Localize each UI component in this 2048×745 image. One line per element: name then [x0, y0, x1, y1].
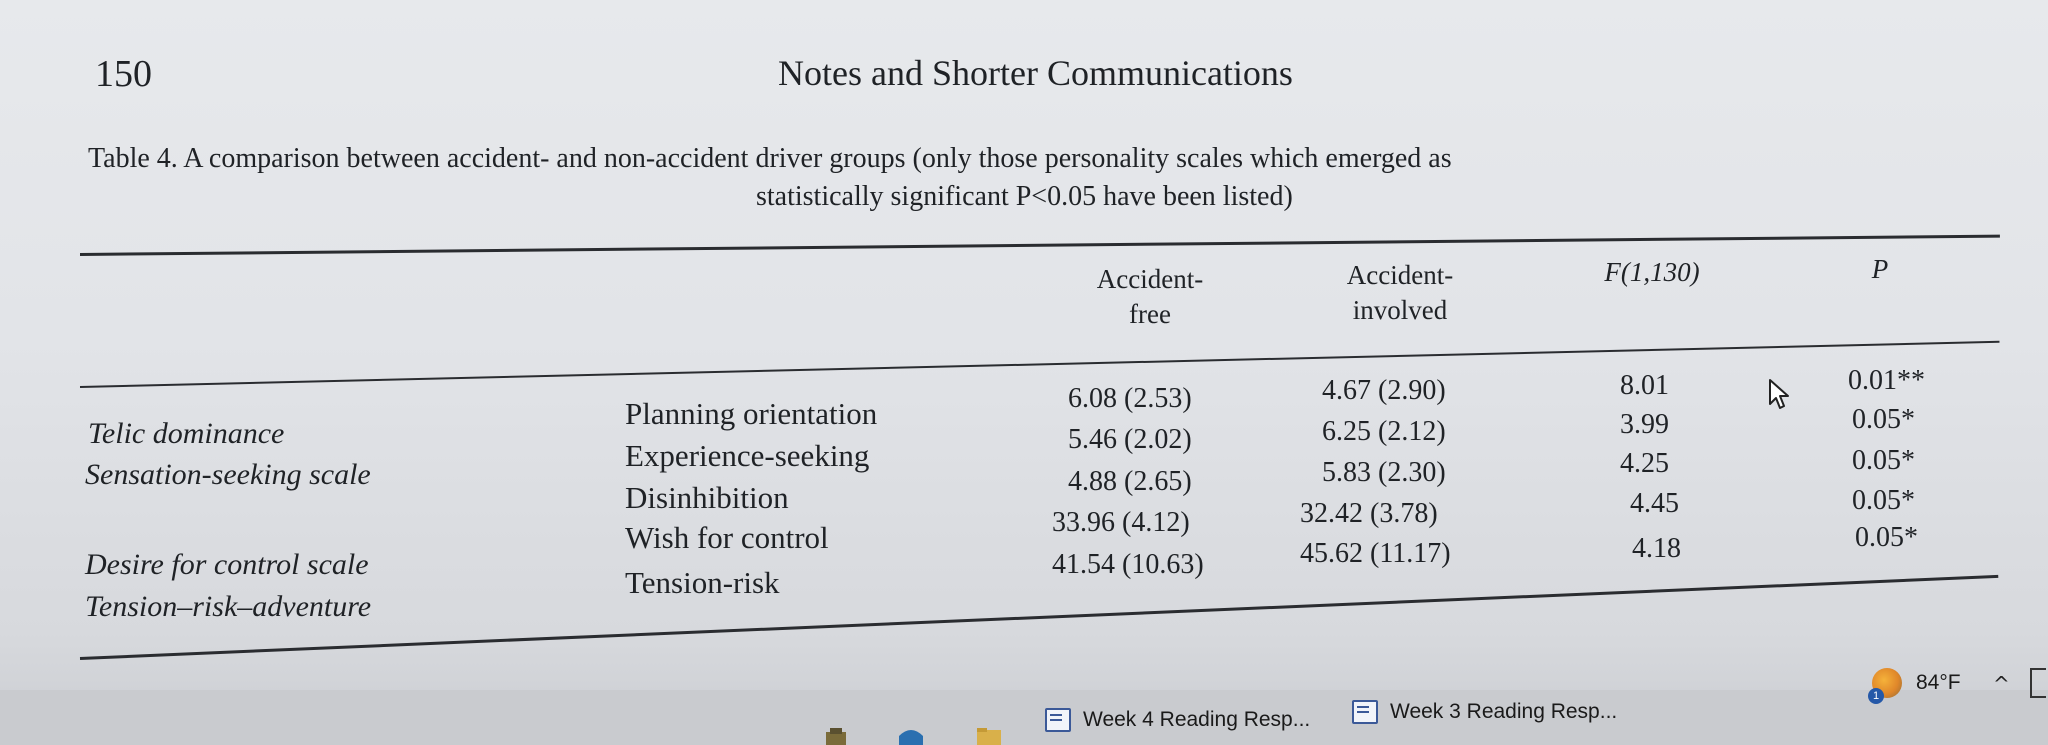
- table-top-rule: [79, 234, 2000, 256]
- header-accident-free-line1: Accident-: [1096, 264, 1204, 294]
- header-accident-involved-line2: involved: [1352, 295, 1448, 326]
- cell-f-statistic: 4.25: [1620, 448, 1669, 479]
- header-f-statistic: F(1,130): [1604, 257, 1700, 287]
- app-icon[interactable]: [897, 726, 925, 745]
- cell-p-value: 0.05*: [1852, 404, 1915, 435]
- caption-line-1: Table 4. A comparison between accident- …: [88, 143, 1452, 174]
- page-number: 150: [95, 53, 152, 95]
- header-accident-involved: Accident- involved: [1310, 258, 1490, 328]
- cell-p-value: 0.05*: [1852, 485, 1915, 516]
- header-accident-free: Accident- free: [1060, 262, 1240, 332]
- scale-name: Telic dominance: [88, 417, 285, 450]
- taskbar-item-week3[interactable]: Week 3 Reading Resp...: [1352, 692, 1617, 732]
- word-document-icon: [1352, 700, 1378, 724]
- cell-accident-involved: 5.83 (2.30): [1322, 457, 1446, 488]
- table-caption: Table 4. A comparison between accident- …: [88, 140, 1998, 216]
- scale-name: Tension–risk–adventure: [85, 590, 372, 623]
- cell-accident-free: 6.08 (2.53): [1068, 383, 1192, 414]
- subscale-name: Planning orientation: [625, 396, 878, 431]
- subscale-name: Wish for control: [625, 520, 829, 555]
- scale-name: Desire for control scale: [85, 548, 369, 581]
- cell-accident-involved: 45.62 (11.17): [1300, 538, 1451, 569]
- subscale-name: Disinhibition: [625, 480, 789, 515]
- header-accident-involved-line1: Accident-: [1346, 260, 1454, 290]
- header-p-value: P: [1871, 254, 1889, 284]
- word-document-icon: [1045, 708, 1071, 732]
- cell-accident-free: 4.88 (2.65): [1068, 466, 1192, 497]
- cell-accident-involved: 32.42 (3.78): [1300, 498, 1438, 529]
- taskbar-item-label: Week 3 Reading Resp...: [1390, 700, 1618, 723]
- mouse-pointer-icon: [1769, 379, 1789, 409]
- scale-name: Sensation-seeking scale: [85, 458, 371, 491]
- running-head: Notes and Shorter Communications: [778, 53, 1293, 93]
- app-icon[interactable]: [822, 726, 850, 745]
- weather-temperature: 84°F: [1916, 671, 1961, 694]
- taskbar-item-label: Week 4 Reading Resp...: [1083, 708, 1311, 731]
- cell-f-statistic: 4.45: [1630, 488, 1679, 519]
- cell-accident-free: 41.54 (10.63): [1052, 549, 1204, 580]
- weather-sun-icon: 1: [1868, 668, 1902, 704]
- cell-f-statistic: 8.01: [1620, 370, 1669, 401]
- header-bottom-rule: [79, 340, 2000, 388]
- taskbar: [0, 690, 2048, 745]
- cell-accident-free: 33.96 (4.12): [1052, 507, 1190, 538]
- header-accident-free-line2: free: [1129, 299, 1171, 330]
- cell-p-value: 0.05*: [1852, 445, 1915, 476]
- cell-accident-free: 5.46 (2.02): [1068, 424, 1192, 455]
- subscale-name: Tension-risk: [625, 565, 780, 600]
- cell-p-value: 0.01**: [1848, 365, 1925, 396]
- notification-badge: 1: [1868, 688, 1884, 704]
- weather-widget[interactable]: 1 84°F: [1868, 668, 1961, 704]
- file-explorer-icon[interactable]: [975, 726, 1003, 745]
- cell-accident-involved: 4.67 (2.90): [1322, 375, 1446, 406]
- cell-p-value: 0.05*: [1855, 522, 1918, 553]
- cell-f-statistic: 4.18: [1632, 533, 1681, 564]
- tray-icon[interactable]: [2030, 668, 2046, 698]
- subscale-name: Experience-seeking: [625, 438, 870, 473]
- cell-f-statistic: 3.99: [1620, 409, 1669, 440]
- show-hidden-icons-chevron-icon[interactable]: ^: [1993, 672, 2010, 696]
- caption-line-2: statistically significant P<0.05 have be…: [756, 180, 1293, 212]
- cell-accident-involved: 6.25 (2.12): [1322, 416, 1446, 447]
- taskbar-item-week4[interactable]: Week 4 Reading Resp...: [1045, 700, 1310, 740]
